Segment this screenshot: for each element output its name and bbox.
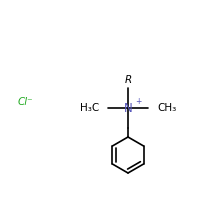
- Text: R: R: [124, 75, 132, 85]
- Text: Cl⁻: Cl⁻: [18, 97, 34, 107]
- Text: H₃C: H₃C: [80, 103, 99, 113]
- Text: +: +: [135, 98, 141, 106]
- Text: N: N: [124, 102, 132, 114]
- Text: CH₃: CH₃: [157, 103, 176, 113]
